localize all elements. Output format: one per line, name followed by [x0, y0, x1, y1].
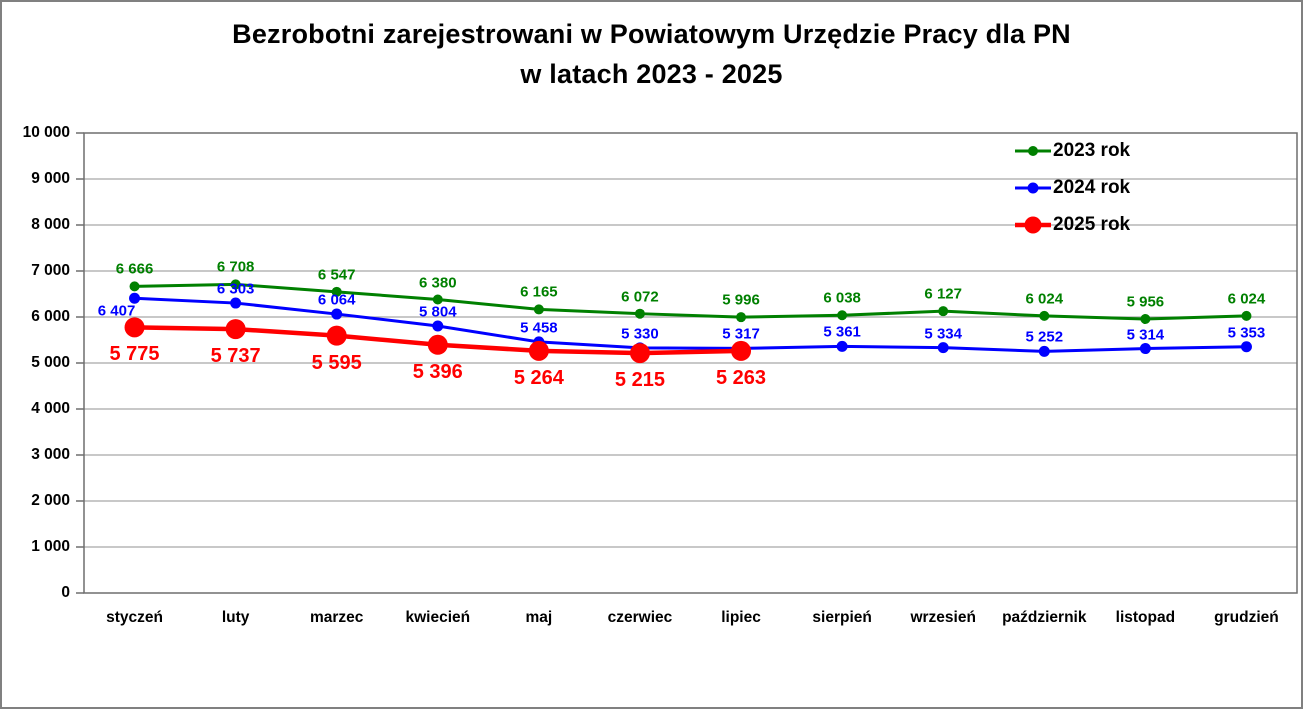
- data-point-marker: [331, 286, 342, 297]
- data-point-marker: [1241, 310, 1252, 321]
- data-point-marker: [230, 279, 241, 290]
- data-point-marker: [528, 340, 549, 361]
- data-point-marker: [731, 340, 752, 361]
- data-point-marker: [1039, 310, 1050, 321]
- data-point-marker: [432, 294, 443, 305]
- data-point-marker: [331, 308, 343, 320]
- data-point-marker: [1240, 341, 1252, 353]
- chart-title: Bezrobotni zarejestrowani w Powiatowym U…: [2, 14, 1301, 94]
- plot-area-border: [83, 132, 1298, 594]
- data-point-marker: [837, 310, 848, 321]
- data-point-marker: [432, 320, 444, 332]
- data-point-marker: [230, 297, 242, 309]
- data-point-marker: [937, 342, 949, 354]
- data-point-marker: [1139, 343, 1151, 355]
- data-point-marker: [129, 292, 141, 304]
- data-point-marker: [326, 325, 347, 346]
- series-line-2024-rok: [133, 296, 1248, 353]
- data-point-marker: [124, 317, 145, 338]
- data-point-marker: [1038, 345, 1050, 357]
- data-point-marker: [427, 334, 448, 355]
- data-point-marker: [938, 306, 949, 317]
- chart-title-line-1: Bezrobotni zarejestrowani w Powiatowym U…: [232, 19, 1071, 49]
- series-line-2023-rok: [133, 282, 1248, 321]
- data-point-marker: [634, 308, 645, 319]
- data-point-marker: [1140, 314, 1151, 325]
- data-point-marker: [129, 281, 140, 292]
- data-point-marker: [736, 312, 747, 323]
- data-point-marker: [225, 319, 246, 340]
- chart-title-line-2: w latach 2023 - 2025: [520, 59, 783, 89]
- data-point-marker: [629, 343, 650, 364]
- data-point-marker: [533, 304, 544, 315]
- data-point-marker: [836, 340, 848, 352]
